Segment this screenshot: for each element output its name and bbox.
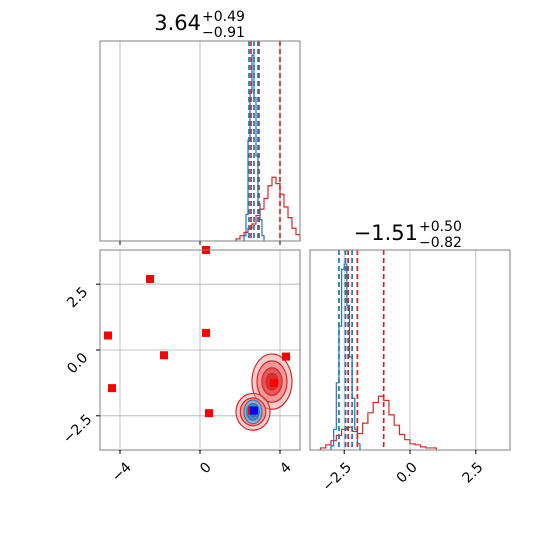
y-tick-label: 0.0 <box>64 350 91 377</box>
histogram-step-red <box>319 395 437 450</box>
blue-square-point <box>250 406 258 415</box>
histogram-panel-parameter-1: 3.64 +0.49 −0.91 <box>99 9 301 245</box>
y-tick-label: −2.5 <box>60 412 95 447</box>
histogram-series <box>235 54 301 241</box>
panel-title-parameter-2: −1.51 <box>354 221 418 245</box>
red-square-point <box>160 351 168 360</box>
tick-marks <box>96 283 281 454</box>
y-tick-labels: −2.5 0.0 2.5 <box>60 284 95 447</box>
scatter-panel: −4 0 4 −2.5 0.0 2.5 <box>60 246 301 485</box>
x-tick-label: −4 <box>109 459 135 485</box>
quantile-lines <box>248 41 281 241</box>
x-tick-label: 0 <box>197 459 215 477</box>
quantile-lines <box>338 250 385 450</box>
x-tick-labels: −2.5 0.0 2.5 <box>320 459 487 494</box>
red-square-point <box>205 409 213 418</box>
title-lower-error: −0.82 <box>419 235 462 251</box>
title-upper-error: +0.50 <box>419 219 462 235</box>
grid <box>343 250 477 450</box>
histogram-step-blue <box>330 263 361 450</box>
red-square-point <box>108 384 116 393</box>
density-contours <box>235 353 293 431</box>
x-tick-labels: −4 0 4 <box>109 459 295 485</box>
y-tick-label: 2.5 <box>64 284 91 311</box>
title-lower-error: −0.91 <box>202 25 245 41</box>
panel-title-parameter-1: 3.64 <box>154 11 201 35</box>
red-square-point <box>104 331 112 340</box>
x-tick-label: 2.5 <box>459 459 486 486</box>
tick-marks <box>119 241 281 245</box>
histogram-series <box>319 263 437 450</box>
tick-marks <box>343 450 477 454</box>
x-tick-label: −2.5 <box>320 459 355 494</box>
histogram-panel-parameter-2: −2.5 0.0 2.5 −1.51 +0.50 −0.82 <box>309 219 511 495</box>
red-square-point <box>282 352 290 361</box>
grid <box>100 250 300 450</box>
red-square-point <box>270 378 278 387</box>
red-square-point <box>146 274 154 283</box>
x-tick-label: 0.0 <box>394 459 421 486</box>
red-square-point <box>202 328 210 337</box>
x-tick-label: 4 <box>277 459 295 477</box>
title-upper-error: +0.49 <box>202 9 245 25</box>
